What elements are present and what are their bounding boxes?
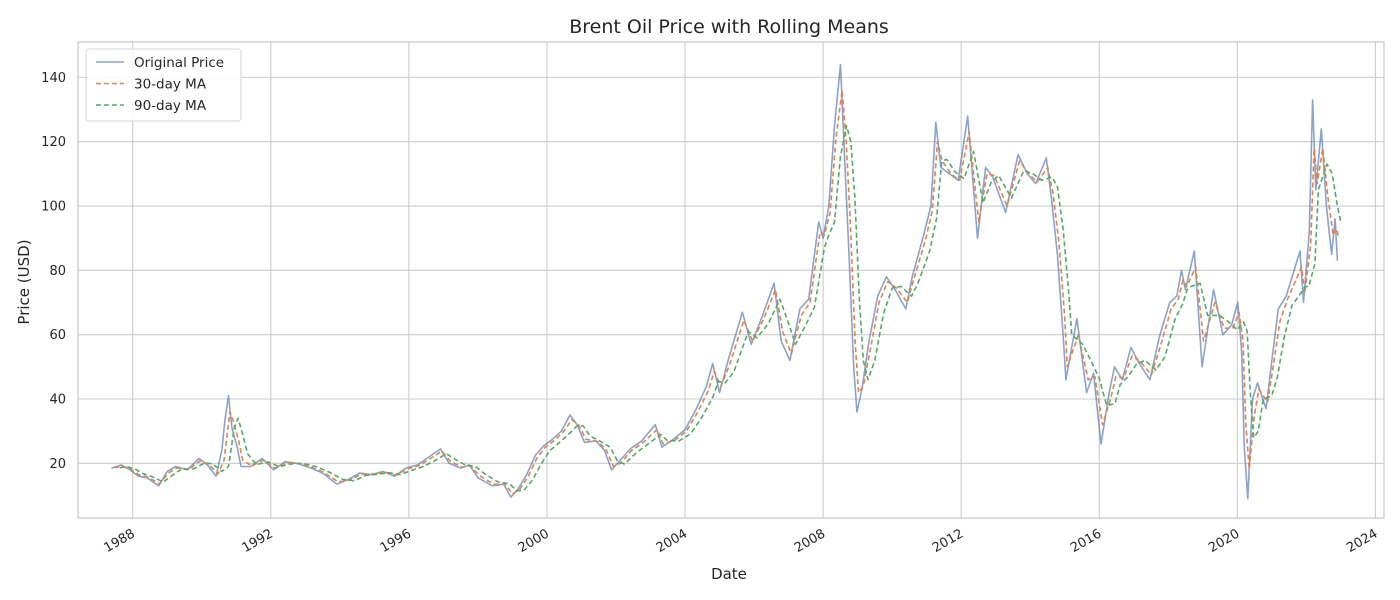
y-tick-label: 60	[49, 328, 66, 343]
y-tick-label: 20	[49, 457, 66, 472]
plot-area	[78, 42, 1384, 518]
legend-entry-label: Original Price	[134, 55, 224, 71]
x-tick-label: 2004	[654, 526, 690, 556]
x-tick-label: 1988	[102, 526, 138, 556]
legend-entry-label: 30-day MA	[134, 77, 207, 93]
x-tick-label: 1996	[378, 526, 414, 556]
y-tick-label: 40	[49, 393, 66, 408]
chart-title: Brent Oil Price with Rolling Means	[569, 16, 889, 38]
series-line-30-day-ma	[114, 89, 1340, 495]
legend-entry-label: 90-day MA	[134, 98, 207, 114]
x-tick-label: 2008	[792, 526, 828, 556]
x-tick-label: 2012	[930, 526, 966, 556]
x-tick-label: 2016	[1068, 526, 1104, 556]
x-axis-label: Date	[711, 565, 747, 583]
x-tick-label: 2024	[1344, 526, 1380, 556]
plot-frame	[77, 41, 1385, 519]
y-tick-label: 120	[41, 135, 66, 150]
legend-frame	[85, 48, 242, 122]
x-tick-label: 2000	[516, 526, 552, 556]
y-tick-label: 100	[41, 200, 66, 215]
y-tick-label: 140	[41, 71, 66, 86]
series-line-90-day-ma	[119, 124, 1342, 492]
series-line-original-price	[111, 63, 1339, 500]
legend: Original Price 30-day MA 90-day MA	[85, 48, 242, 122]
y-tick-label: 80	[49, 264, 66, 279]
y-axis-label: Price (USD)	[15, 239, 33, 324]
x-tick-label: 1992	[240, 526, 276, 556]
x-tick-label: 2020	[1206, 526, 1242, 556]
